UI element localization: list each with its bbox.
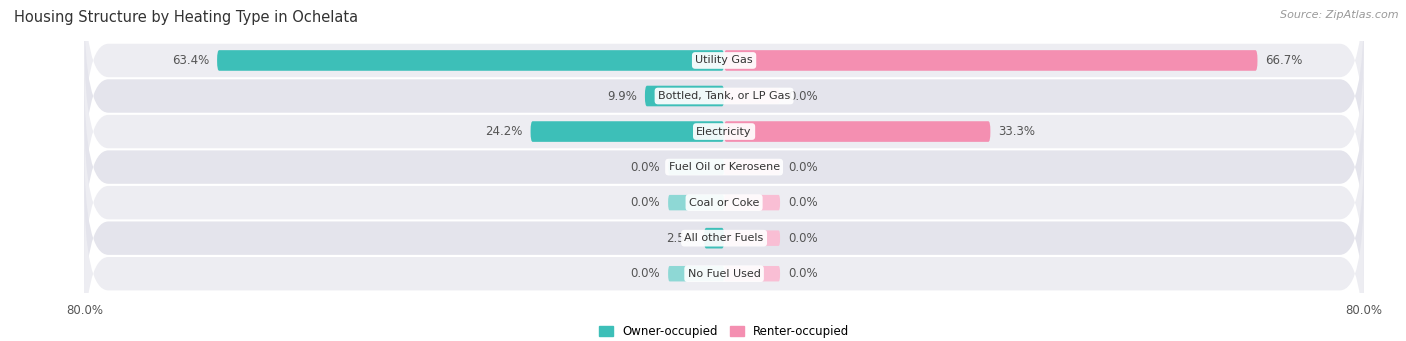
- Text: 9.9%: 9.9%: [607, 89, 637, 103]
- Text: Housing Structure by Heating Type in Ochelata: Housing Structure by Heating Type in Och…: [14, 10, 359, 25]
- Text: 0.0%: 0.0%: [787, 89, 818, 103]
- FancyBboxPatch shape: [84, 113, 1364, 293]
- Text: 2.5%: 2.5%: [666, 232, 696, 245]
- Text: No Fuel Used: No Fuel Used: [688, 269, 761, 279]
- Text: 63.4%: 63.4%: [172, 54, 209, 67]
- FancyBboxPatch shape: [724, 50, 1257, 71]
- Text: Electricity: Electricity: [696, 127, 752, 136]
- Text: 0.0%: 0.0%: [630, 196, 661, 209]
- Text: Source: ZipAtlas.com: Source: ZipAtlas.com: [1281, 10, 1399, 20]
- FancyBboxPatch shape: [668, 195, 724, 210]
- FancyBboxPatch shape: [84, 6, 1364, 186]
- Legend: Owner-occupied, Renter-occupied: Owner-occupied, Renter-occupied: [593, 321, 855, 341]
- FancyBboxPatch shape: [217, 50, 724, 71]
- FancyBboxPatch shape: [724, 231, 780, 246]
- FancyBboxPatch shape: [724, 195, 780, 210]
- Text: Fuel Oil or Kerosene: Fuel Oil or Kerosene: [668, 162, 780, 172]
- FancyBboxPatch shape: [724, 159, 780, 175]
- FancyBboxPatch shape: [668, 266, 724, 281]
- FancyBboxPatch shape: [668, 159, 724, 175]
- Text: 33.3%: 33.3%: [998, 125, 1035, 138]
- Text: Bottled, Tank, or LP Gas: Bottled, Tank, or LP Gas: [658, 91, 790, 101]
- FancyBboxPatch shape: [84, 42, 1364, 221]
- FancyBboxPatch shape: [530, 121, 724, 142]
- Text: Utility Gas: Utility Gas: [696, 56, 752, 65]
- Text: 0.0%: 0.0%: [787, 161, 818, 174]
- Text: 0.0%: 0.0%: [787, 196, 818, 209]
- FancyBboxPatch shape: [724, 266, 780, 281]
- Text: 0.0%: 0.0%: [787, 232, 818, 245]
- FancyBboxPatch shape: [724, 88, 780, 104]
- Text: 0.0%: 0.0%: [630, 161, 661, 174]
- FancyBboxPatch shape: [724, 121, 990, 142]
- Text: Coal or Coke: Coal or Coke: [689, 198, 759, 208]
- FancyBboxPatch shape: [84, 148, 1364, 328]
- FancyBboxPatch shape: [84, 184, 1364, 341]
- FancyBboxPatch shape: [84, 77, 1364, 257]
- Text: 66.7%: 66.7%: [1265, 54, 1303, 67]
- Text: 24.2%: 24.2%: [485, 125, 523, 138]
- FancyBboxPatch shape: [84, 0, 1364, 150]
- Text: 0.0%: 0.0%: [630, 267, 661, 280]
- FancyBboxPatch shape: [645, 86, 724, 106]
- Text: All other Fuels: All other Fuels: [685, 233, 763, 243]
- Text: 0.0%: 0.0%: [787, 267, 818, 280]
- FancyBboxPatch shape: [704, 228, 724, 249]
